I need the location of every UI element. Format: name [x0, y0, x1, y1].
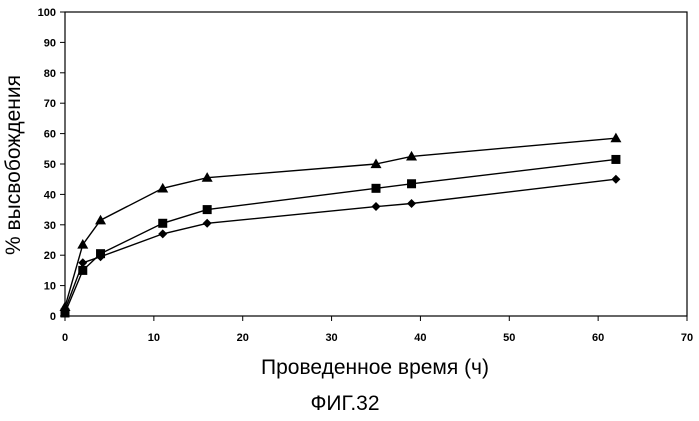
data-point-square [611, 155, 620, 164]
x-tick-label: 10 [148, 332, 160, 344]
data-point-square [158, 219, 167, 228]
data-point-diamond [372, 202, 381, 211]
y-tick-label: 100 [38, 7, 56, 19]
data-point-diamond [611, 175, 620, 184]
data-point-diamond [203, 219, 212, 228]
x-tick-label: 50 [503, 332, 515, 344]
x-tick-label: 40 [414, 332, 426, 344]
x-axis-ticks: 0 10 20 30 40 50 60 70 [62, 316, 693, 344]
y-axis-title: % высвобождения [2, 75, 25, 255]
data-point-triangle [610, 133, 621, 143]
release-chart: 0 10 20 30 40 50 60 70 80 90 100 0 10 20 30 40 50 60 70 %… [0, 0, 699, 421]
x-tick-label: 20 [237, 332, 249, 344]
y-axis-ticks: 0 10 20 30 40 50 60 70 80 90 100 [38, 7, 65, 323]
y-tick-label: 80 [44, 68, 56, 80]
series-diamond [61, 175, 621, 315]
data-point-square [407, 179, 416, 188]
x-tick-label: 70 [681, 332, 693, 344]
y-tick-label: 50 [44, 159, 56, 171]
data-point-square [203, 205, 212, 214]
series-square [61, 155, 621, 318]
y-tick-label: 90 [44, 37, 56, 49]
y-tick-label: 30 [44, 220, 56, 232]
y-tick-label: 0 [50, 311, 56, 323]
data-point-diamond [407, 199, 416, 208]
data-point-square [372, 184, 381, 193]
y-tick-label: 70 [44, 98, 56, 110]
x-tick-label: 60 [592, 332, 604, 344]
y-tick-label: 20 [44, 250, 56, 262]
x-tick-label: 30 [325, 332, 337, 344]
y-tick-label: 40 [44, 189, 56, 201]
series-line-diamond [65, 179, 616, 310]
x-tick-label: 0 [62, 332, 68, 344]
x-axis-title: Проведенное время (ч) [261, 356, 489, 379]
y-tick-label: 10 [44, 281, 56, 293]
series-line-square [65, 159, 616, 313]
y-tick-label: 60 [44, 129, 56, 141]
figure-caption: ФИГ.32 [310, 392, 379, 415]
series-line-triangle [65, 138, 616, 307]
series-triangle [60, 133, 622, 311]
series-layer [60, 133, 622, 318]
data-point-triangle [95, 215, 106, 225]
data-point-diamond [158, 229, 167, 238]
